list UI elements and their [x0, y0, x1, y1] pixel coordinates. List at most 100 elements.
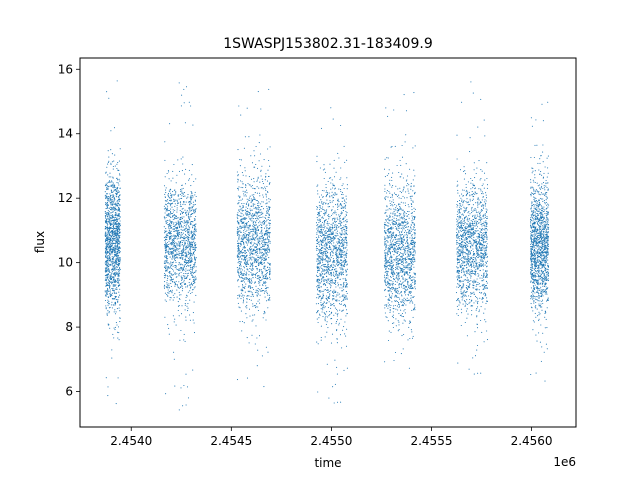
data-point: [176, 228, 178, 230]
data-point: [346, 367, 348, 369]
data-point: [323, 224, 325, 226]
data-point: [262, 290, 264, 292]
data-point: [329, 258, 331, 260]
data-point: [326, 280, 328, 282]
data-point: [249, 232, 251, 234]
data-point: [178, 226, 180, 228]
data-point: [264, 265, 266, 267]
data-point: [245, 213, 247, 215]
data-point: [257, 300, 259, 302]
data-point: [265, 252, 267, 255]
data-point: [334, 245, 336, 247]
data-point: [317, 287, 319, 289]
data-point: [169, 253, 171, 255]
data-point: [194, 227, 196, 229]
data-point: [269, 263, 271, 265]
data-point: [256, 179, 259, 181]
data-point: [326, 223, 328, 225]
data-point: [260, 261, 262, 263]
data-point: [343, 369, 345, 371]
data-point: [321, 298, 323, 300]
data-point: [320, 279, 322, 281]
data-point: [256, 269, 258, 271]
data-point: [175, 257, 177, 259]
data-point: [336, 328, 338, 331]
data-point: [339, 271, 341, 273]
data-point: [262, 282, 265, 284]
data-point: [190, 271, 192, 273]
data-point: [260, 108, 262, 110]
data-point: [250, 280, 253, 282]
data-point: [319, 235, 321, 237]
data-point: [243, 256, 246, 258]
data-point: [106, 166, 108, 168]
data-point: [321, 234, 323, 236]
data-point: [110, 273, 112, 276]
data-point: [249, 252, 251, 254]
data-point: [190, 242, 192, 244]
data-point: [248, 257, 250, 259]
data-point: [264, 186, 266, 188]
data-point: [107, 203, 109, 205]
data-point: [108, 303, 110, 305]
data-point: [263, 265, 265, 267]
data-point: [187, 231, 189, 233]
data-point: [116, 193, 118, 196]
data-point: [171, 251, 173, 253]
data-point: [171, 206, 173, 208]
data-point: [259, 294, 261, 296]
data-point: [167, 219, 169, 222]
data-point: [175, 221, 177, 223]
data-point: [107, 267, 109, 269]
data-point: [324, 244, 326, 246]
data-point: [266, 277, 268, 279]
data-point: [321, 271, 323, 273]
data-point: [183, 276, 185, 278]
data-point: [185, 294, 188, 296]
data-point: [118, 228, 120, 230]
data-point: [336, 319, 338, 321]
data-point: [116, 200, 118, 202]
data-point: [245, 184, 247, 186]
data-point: [181, 290, 183, 292]
data-point: [255, 236, 257, 239]
data-point: [256, 227, 258, 229]
data-point: [266, 224, 268, 226]
data-point: [254, 227, 256, 229]
data-point: [105, 277, 107, 279]
data-point: [107, 270, 110, 272]
data-point: [320, 299, 322, 301]
data-point: [338, 324, 340, 326]
data-point: [192, 194, 194, 196]
data-point: [252, 238, 254, 240]
data-point: [243, 249, 245, 252]
data-point: [341, 227, 343, 229]
data-point: [109, 291, 112, 293]
data-point: [250, 242, 252, 245]
data-point: [340, 256, 342, 258]
data-point: [324, 210, 326, 212]
data-point: [184, 241, 186, 243]
data-point: [183, 224, 185, 227]
data-point: [165, 249, 167, 251]
data-point: [263, 234, 266, 236]
data-point: [268, 298, 270, 300]
data-point: [107, 386, 109, 388]
data-point: [330, 275, 332, 277]
data-point: [261, 213, 263, 215]
data-point: [118, 291, 120, 293]
data-point: [107, 395, 109, 397]
data-point: [247, 240, 249, 242]
data-point: [344, 277, 346, 279]
data-point: [250, 250, 252, 252]
data-point: [341, 290, 344, 292]
data-point: [326, 298, 328, 301]
data-point: [166, 294, 168, 296]
data-point: [341, 234, 343, 236]
data-point: [256, 208, 258, 210]
data-point: [107, 150, 109, 152]
data-point: [261, 232, 263, 234]
data-point: [113, 250, 115, 252]
data-point: [253, 224, 255, 226]
data-point: [244, 224, 246, 226]
